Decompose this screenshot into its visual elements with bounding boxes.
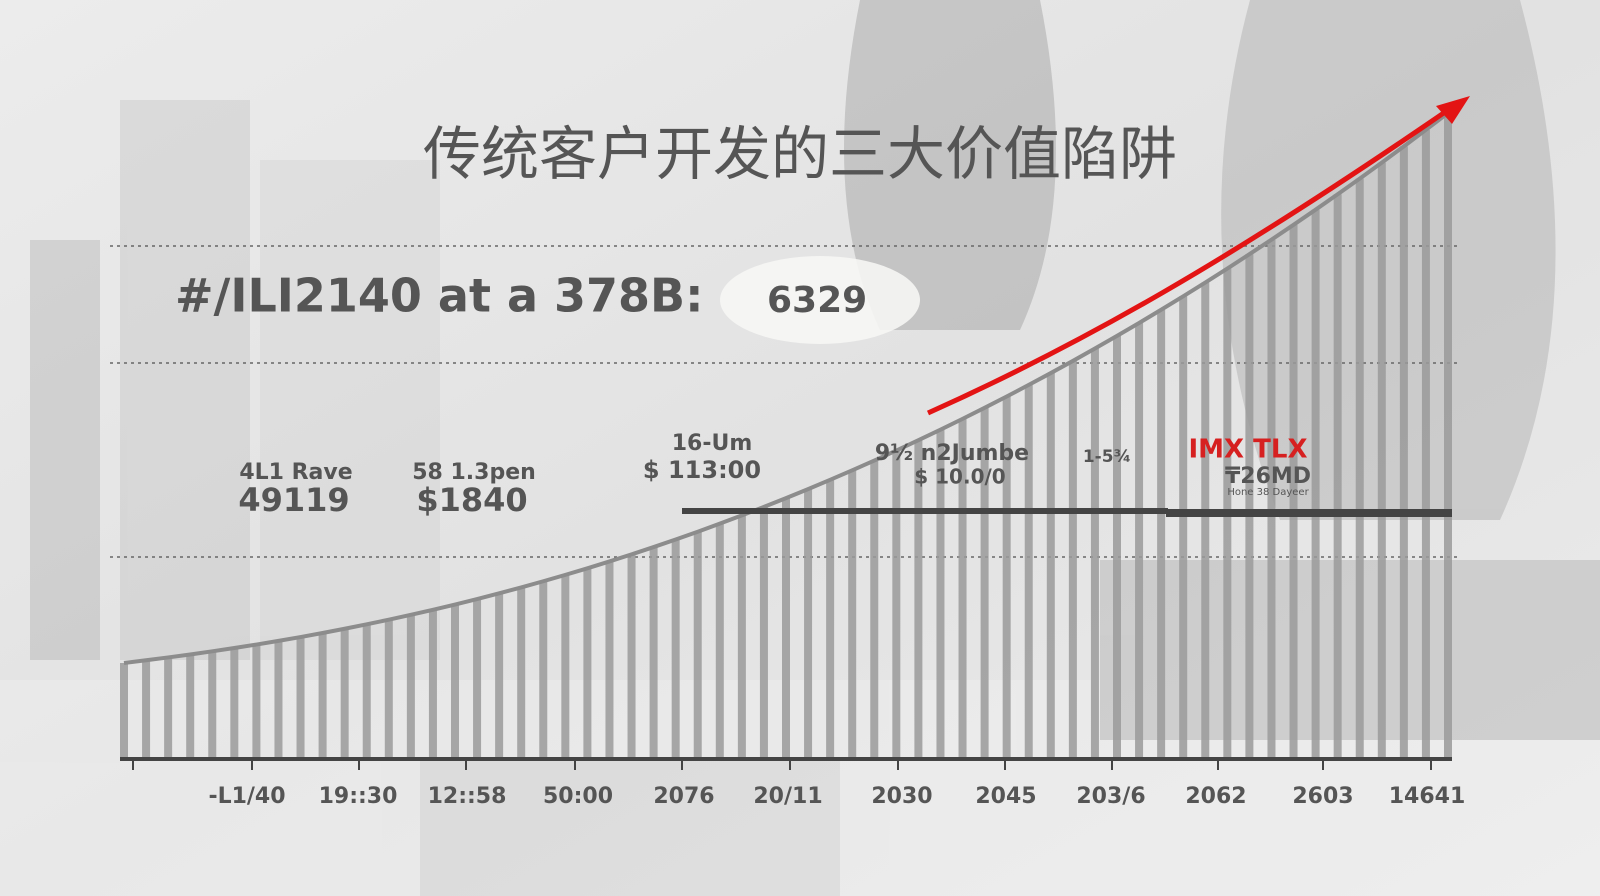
decor-bar [1267,239,1276,757]
annotation-label: IMX TLX [1189,435,1308,465]
decor-bar [1289,224,1298,757]
decor-bar [826,479,835,757]
decor-bar [1201,282,1210,757]
headline: #/ILI2140 at a 378B: [175,269,704,323]
decor-bar [561,574,570,757]
x-label: 2045 [975,784,1036,809]
x-label: 203/6 [1076,784,1145,809]
decor-bar [1333,194,1342,757]
annotation-value: 49119 [238,481,349,519]
x-labels: -L1/40 19::30 12::58 50:00 2076 20/11 2030 2045… [208,784,1465,809]
annotation-value: ₸26MD [1225,464,1311,489]
decor-bar [1002,396,1011,757]
decor-bar [892,450,901,757]
decor-bar [274,640,283,757]
x-label: 2030 [871,784,932,809]
decor-bar [384,619,393,757]
decor-bar [1245,254,1254,757]
x-label: 14641 [1389,784,1466,809]
axis-ticks [132,759,1432,770]
decor-bar [693,531,702,757]
x-label: -L1/40 [208,784,285,809]
value-oval [720,256,920,344]
x-label: 19::30 [319,784,398,809]
x-label: 12::58 [428,784,507,809]
annotation-label: 9½ n2Jumbe [875,441,1029,466]
decor-bar [1377,162,1386,758]
decor-bar [1157,309,1166,757]
decor-bar [914,440,923,757]
annotation-label: 1-5¾ [1083,447,1131,467]
decor-bar [1399,146,1408,757]
decor-bar [1046,373,1055,757]
decor-bar [1068,360,1077,757]
title: 传统客户开发的三大价值陷阱 [423,120,1177,188]
decor-bar [473,599,482,757]
annotation-label: 16-Um [672,431,753,456]
decor-bar [1135,322,1144,757]
decor-bar [495,593,504,757]
decor-bar [186,654,195,757]
decor-bar [737,515,746,757]
decor-bar [208,651,217,757]
decor-bar [671,539,680,757]
decor-bar [649,547,658,757]
decor-bar [296,637,305,757]
decor-bar [1179,296,1188,757]
decor-bar [1355,178,1364,757]
annotation-value: $1840 [416,481,527,519]
annotation-label: 58 1.3pen [412,460,536,485]
x-label: 2603 [1292,784,1353,809]
decor-bar [715,523,724,757]
decor-bar [759,506,768,757]
decor-bar [848,470,857,757]
decor-bar [230,648,239,757]
decor-bar [406,614,415,757]
x-label: 20/11 [753,784,822,809]
x-label: 2076 [653,784,714,809]
decor-bar [1090,348,1099,757]
decor-bar [980,407,989,757]
decor-bar [340,628,349,757]
decor-bar [583,568,592,757]
decor-bar [539,581,548,757]
decor-bar [451,604,459,757]
decor-bar [958,418,967,757]
decor-bar [164,657,173,757]
annotation-label: 4L1 Rave [239,460,352,485]
decor-bar [142,660,151,757]
decor-bar [627,554,636,757]
decor-bar [936,429,945,757]
decor-bar [782,498,790,757]
trend-arrow [926,107,1450,416]
x-label: 2062 [1185,784,1246,809]
decor-bar [362,624,371,757]
arrow-head [1436,96,1470,124]
decor-bar [517,587,526,757]
decor-bar [318,632,327,757]
decor-bar [1024,384,1033,757]
decor-bar [1421,129,1430,757]
decor-bar [605,561,614,757]
decor-bar [1311,209,1320,758]
decor-bar [252,644,261,757]
decor-bar [1444,113,1452,757]
annotation-value: $ 10.0/0 [914,465,1005,489]
decor-bar [120,663,128,757]
annotation-note: Hone 38 Dayeer [1227,487,1309,498]
decor-bar [870,460,879,757]
decor-bar [804,489,813,757]
decor-bar [1113,335,1121,757]
decor-bar [428,609,437,757]
headline-value: 6329 [767,280,867,321]
x-label: 50:00 [543,784,613,809]
annotation-value: $ 113:00 [643,456,761,484]
decor-curve [123,111,1450,665]
